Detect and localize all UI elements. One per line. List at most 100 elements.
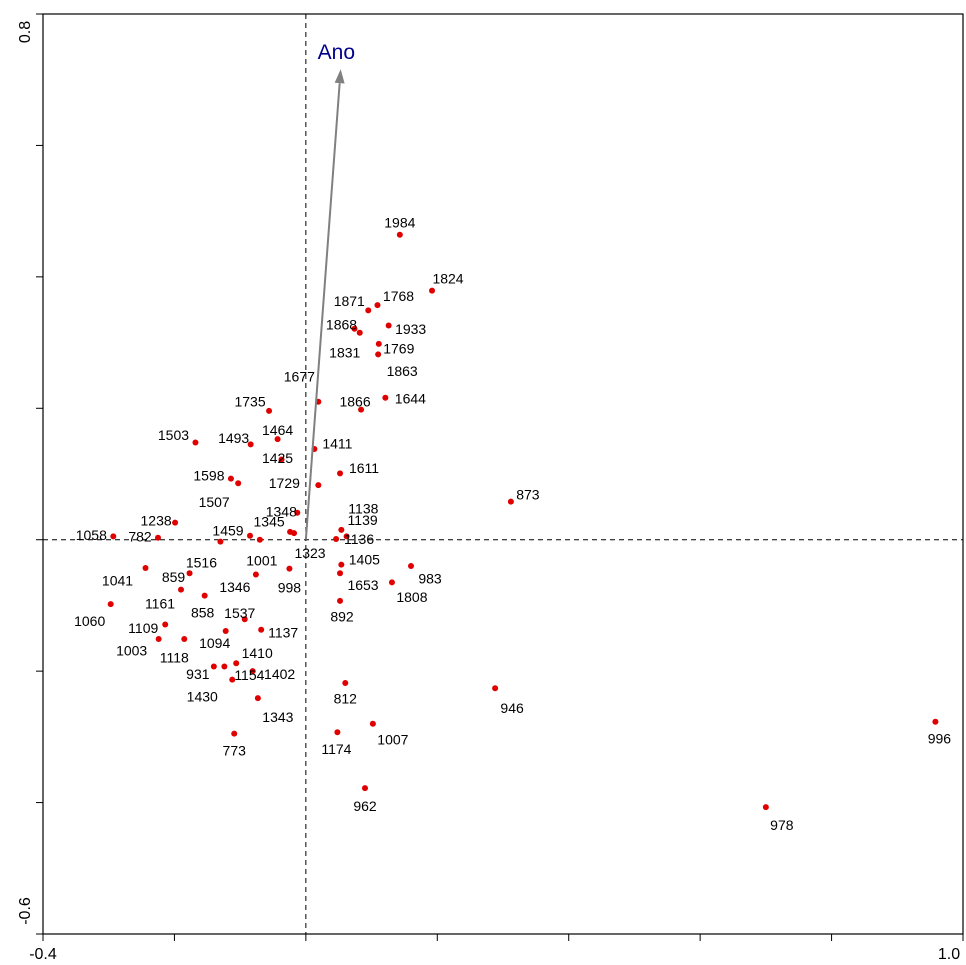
data-point: [337, 597, 344, 604]
data-point: [337, 470, 344, 477]
data-point: [254, 695, 261, 702]
point-label: 1041: [102, 573, 133, 589]
point-label: 1109: [128, 620, 158, 636]
data-point: [227, 475, 234, 482]
data-point: [932, 718, 939, 725]
data-point: [172, 519, 179, 526]
data-point: [217, 538, 224, 545]
data-point: [315, 482, 322, 489]
data-point: [762, 804, 769, 811]
point-label: 1677: [284, 368, 315, 384]
point-label: 1430: [187, 688, 218, 704]
data-point: [365, 307, 372, 314]
point-label: 1653: [347, 577, 378, 593]
axis-ticks: [36, 13, 964, 941]
point-label: 931: [186, 666, 210, 682]
data-point: [249, 668, 256, 675]
data-point: [343, 533, 350, 540]
point-label: 1735: [234, 394, 265, 410]
point-label: 1410: [242, 645, 273, 661]
data-points: [107, 231, 939, 811]
data-point: [278, 456, 285, 463]
point-label: 1598: [193, 467, 224, 483]
point-label: 1868: [326, 316, 357, 332]
point-label: 1001: [246, 552, 277, 568]
point-label: 1768: [383, 288, 414, 304]
point-label: 1729: [269, 475, 300, 491]
data-point: [221, 663, 228, 670]
data-point: [507, 498, 514, 505]
point-label: 1323: [294, 545, 325, 561]
point-labels: 1984 1824 1768 1871 1868 1933 1831 1769 1863 1677…: [74, 215, 951, 833]
data-point: [192, 439, 199, 446]
point-label: 1136: [344, 531, 374, 547]
point-label: 1866: [339, 393, 370, 409]
point-label: 1493: [218, 430, 249, 446]
data-point: [142, 564, 149, 571]
data-point: [334, 729, 341, 736]
point-label: 1094: [199, 635, 230, 651]
point-label: 1139: [348, 512, 378, 528]
point-label: 1824: [432, 270, 463, 286]
data-point: [274, 436, 281, 443]
point-label: 1058: [76, 527, 107, 543]
point-label: 1831: [329, 344, 360, 360]
data-point: [201, 592, 208, 599]
point-label: 1343: [262, 709, 293, 725]
data-point: [286, 565, 293, 572]
point-label: 1003: [116, 643, 147, 659]
data-point: [351, 325, 358, 332]
point-label: 1503: [158, 427, 189, 443]
data-point: [235, 480, 242, 487]
data-point: [110, 533, 117, 540]
data-point: [492, 685, 499, 692]
point-label: 946: [500, 700, 524, 716]
data-point: [155, 534, 161, 541]
data-point: [338, 561, 345, 568]
point-label: 1154: [234, 667, 264, 683]
point-label: 962: [353, 798, 377, 814]
data-point: [342, 679, 349, 686]
point-label: 1345: [254, 514, 285, 530]
data-point: [247, 441, 254, 448]
data-point: [258, 626, 265, 633]
x-axis-min-label: -0.4: [29, 946, 57, 963]
data-point: [266, 407, 273, 414]
point-label: 1137: [268, 624, 298, 640]
data-point: [375, 351, 382, 358]
point-label: 1405: [349, 551, 380, 567]
plot-frame: [42, 13, 964, 935]
point-label: 996: [928, 730, 952, 746]
data-point: [375, 340, 382, 347]
point-label: 1238: [141, 512, 172, 528]
x-axis-max-label: 1.0: [938, 946, 960, 963]
point-label: 1644: [395, 390, 426, 406]
point-label: 1007: [377, 731, 408, 747]
y-axis-max-label: 0.8: [17, 21, 34, 43]
point-label: 1808: [396, 589, 427, 605]
data-point: [358, 406, 365, 413]
point-label: 1871: [334, 293, 365, 309]
y-axis-min-label: -0.6: [17, 897, 34, 925]
ano-arrow: [304, 83, 341, 540]
point-label: 873: [516, 486, 540, 502]
point-label: 858: [191, 604, 215, 620]
point-label: 1863: [387, 363, 418, 379]
data-point: [374, 302, 381, 309]
data-point: [178, 586, 184, 593]
data-point: [222, 628, 229, 635]
data-point: [429, 287, 436, 294]
point-label: 1161: [145, 595, 175, 611]
point-label: 1411: [322, 436, 352, 452]
data-point: [333, 536, 340, 543]
point-label: 1348: [266, 503, 297, 519]
point-label: 859: [162, 569, 186, 585]
point-label: 1138: [348, 501, 378, 517]
data-point: [155, 635, 162, 642]
point-label: 1611: [349, 460, 379, 476]
data-point: [408, 563, 414, 569]
data-point: [294, 509, 301, 516]
point-label: 1174: [321, 741, 351, 757]
point-label: 998: [278, 579, 302, 595]
point-label: 1537: [224, 605, 255, 621]
